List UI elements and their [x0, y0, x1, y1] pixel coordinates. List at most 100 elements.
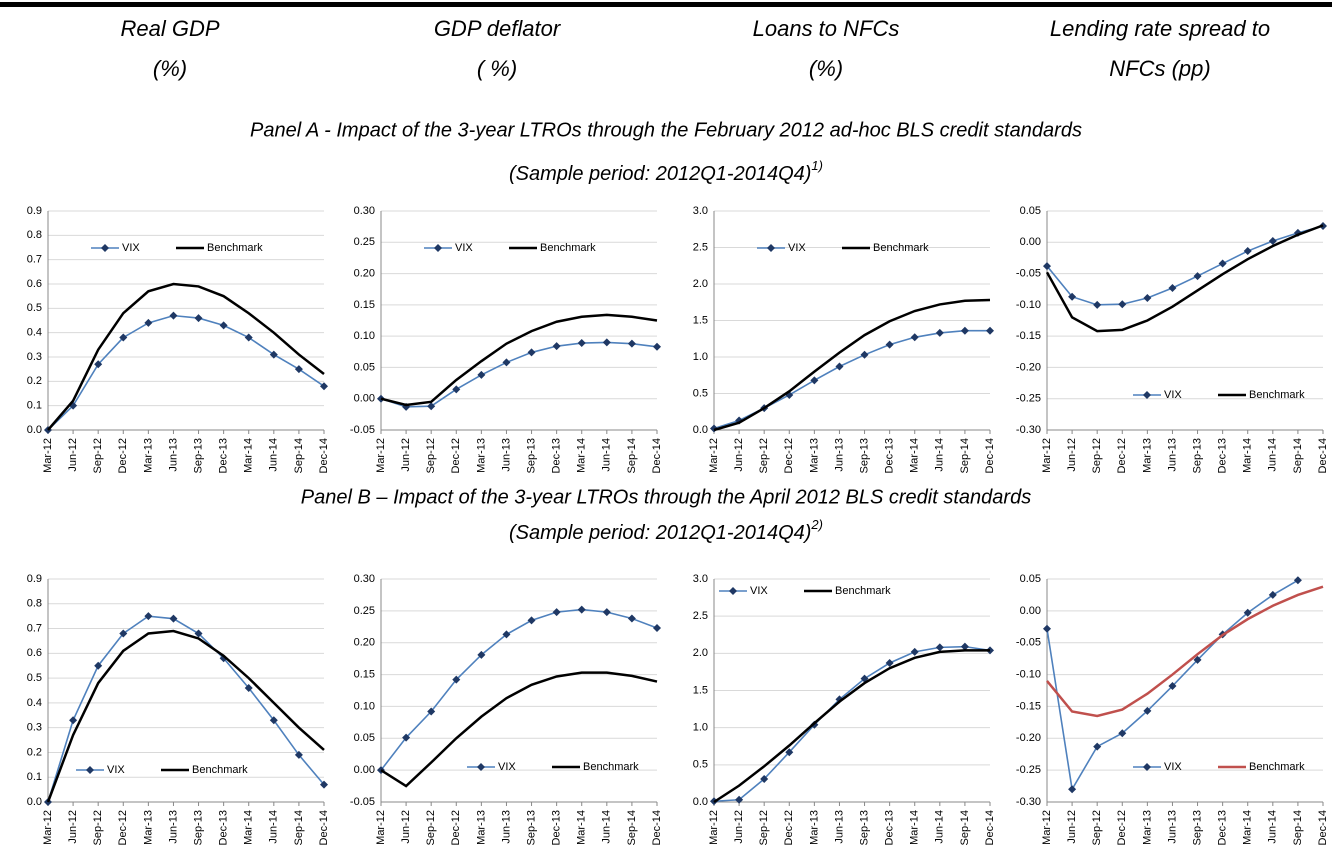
- x-tick-label: Dec-14: [651, 438, 663, 473]
- data-point: [1068, 785, 1077, 794]
- data-point: [1193, 655, 1202, 664]
- x-tick-label: Dec-12: [450, 438, 462, 473]
- x-tick-label: Dec-12: [450, 810, 462, 845]
- series-line: [713, 298, 991, 432]
- x-tick-label: Dec-13: [1217, 810, 1229, 845]
- x-tick-label: Mar-12: [708, 438, 720, 473]
- x-tick-label: Mar-13: [142, 438, 154, 473]
- x-tick-label: Mar-14: [1242, 810, 1254, 845]
- y-tick-label: 3.0: [693, 205, 708, 217]
- x-tick-label: Jun-14: [601, 810, 613, 844]
- x-tick-label: Sep-12: [425, 810, 437, 845]
- x-tick-label: Mar-13: [142, 810, 154, 845]
- x-tick-label: Dec-13: [551, 438, 563, 473]
- y-tick-label: -0.05: [1016, 637, 1041, 649]
- x-tick-label: Dec-12: [1116, 438, 1128, 473]
- x-tick-label: Jun-13: [167, 438, 179, 472]
- x-tick-label: Dec-12: [783, 810, 795, 845]
- top-rule: [0, 2, 1332, 7]
- y-tick-label: 0.5: [693, 759, 708, 771]
- data-point: [294, 750, 303, 759]
- x-tick-label: Dec-14: [651, 810, 663, 845]
- x-tick-label: Dec-14: [1317, 438, 1329, 473]
- data-point: [960, 642, 969, 651]
- y-tick-label: -0.25: [1016, 764, 1041, 776]
- y-tick-label: 0.7: [27, 622, 42, 634]
- x-tick-label: Dec-14: [318, 810, 330, 845]
- y-tick-label: -0.05: [350, 424, 375, 436]
- x-tick-label: Dec-13: [551, 810, 563, 845]
- series-line: [380, 608, 658, 771]
- legend-label: VIX: [750, 585, 768, 597]
- data-point: [244, 684, 253, 693]
- data-point: [527, 616, 536, 625]
- y-tick-label: 2.5: [693, 241, 708, 253]
- column-header: (%): [809, 56, 843, 81]
- data-point: [119, 629, 128, 638]
- x-tick-label: Dec-13: [884, 438, 896, 473]
- series-line: [1046, 225, 1324, 306]
- data-point: [760, 774, 769, 783]
- legend-label: VIX: [122, 242, 140, 254]
- data-point: [244, 333, 253, 342]
- x-tick-label: Sep-14: [1292, 438, 1304, 473]
- y-tick-label: 0.2: [27, 375, 42, 387]
- x-tick-label: Mar-13: [1141, 810, 1153, 845]
- y-tick-label: 0.05: [1020, 205, 1041, 217]
- y-tick-label: 0.8: [27, 598, 42, 610]
- x-tick-label: Jun-12: [400, 438, 412, 472]
- data-point: [1118, 729, 1127, 738]
- y-tick-label: 0.0: [693, 796, 708, 808]
- x-tick-label: Sep-13: [192, 438, 204, 473]
- x-tick-label: Mar-14: [576, 438, 588, 473]
- data-point: [1293, 576, 1302, 585]
- x-tick-label: Dec-14: [984, 438, 996, 473]
- data-point: [94, 360, 103, 369]
- x-tick-label: Mar-13: [808, 810, 820, 845]
- data-point: [935, 328, 944, 337]
- x-tick-label: Jun-13: [833, 810, 845, 844]
- x-tick-label: Dec-14: [318, 438, 330, 473]
- x-tick-label: Sep-14: [1292, 810, 1304, 845]
- y-tick-label: 0.05: [354, 361, 375, 373]
- x-tick-label: Sep-14: [959, 810, 971, 845]
- data-point: [119, 333, 128, 342]
- legend-marker: [101, 244, 109, 252]
- y-tick-label: 0.5: [693, 387, 708, 399]
- x-tick-label: Dec-12: [783, 438, 795, 473]
- x-tick-label: Dec-13: [218, 438, 230, 473]
- x-tick-label: Jun-13: [1166, 810, 1178, 844]
- y-tick-label: -0.15: [1016, 700, 1041, 712]
- data-point: [477, 370, 486, 379]
- y-tick-label: 0.25: [354, 605, 375, 617]
- data-point: [1268, 237, 1277, 246]
- y-tick-label: 2.0: [693, 647, 708, 659]
- data-point: [144, 318, 153, 327]
- data-point: [194, 629, 203, 638]
- y-tick-label: 0.3: [27, 722, 42, 734]
- footnote-mark: 1): [811, 158, 823, 173]
- legend-label: VIX: [1164, 761, 1182, 773]
- column-header: Loans to NFCs: [753, 16, 900, 41]
- x-tick-label: Mar-12: [1041, 810, 1053, 845]
- x-tick-label: Mar-12: [42, 438, 54, 473]
- x-tick-label: Mar-13: [1141, 438, 1153, 473]
- y-tick-label: 0.00: [1020, 236, 1041, 248]
- legend-label: VIX: [788, 242, 806, 254]
- data-point: [910, 647, 919, 656]
- x-tick-label: Mar-12: [1041, 438, 1053, 473]
- x-tick-label: Mar-12: [375, 810, 387, 845]
- legend-label: VIX: [1164, 389, 1182, 401]
- x-tick-label: Dec-13: [1217, 438, 1229, 473]
- series-line: [380, 671, 658, 788]
- y-tick-label: 0.0: [693, 424, 708, 436]
- data-point: [835, 362, 844, 371]
- x-tick-label: Dec-12: [117, 810, 129, 845]
- x-tick-label: Dec-13: [218, 810, 230, 845]
- data-point: [602, 338, 611, 347]
- y-tick-label: 0.05: [354, 732, 375, 744]
- x-tick-label: Mar-14: [1242, 438, 1254, 473]
- x-tick-label: Jun-13: [500, 438, 512, 472]
- legend-label: VIX: [107, 764, 125, 776]
- x-tick-label: Jun-12: [1066, 438, 1078, 472]
